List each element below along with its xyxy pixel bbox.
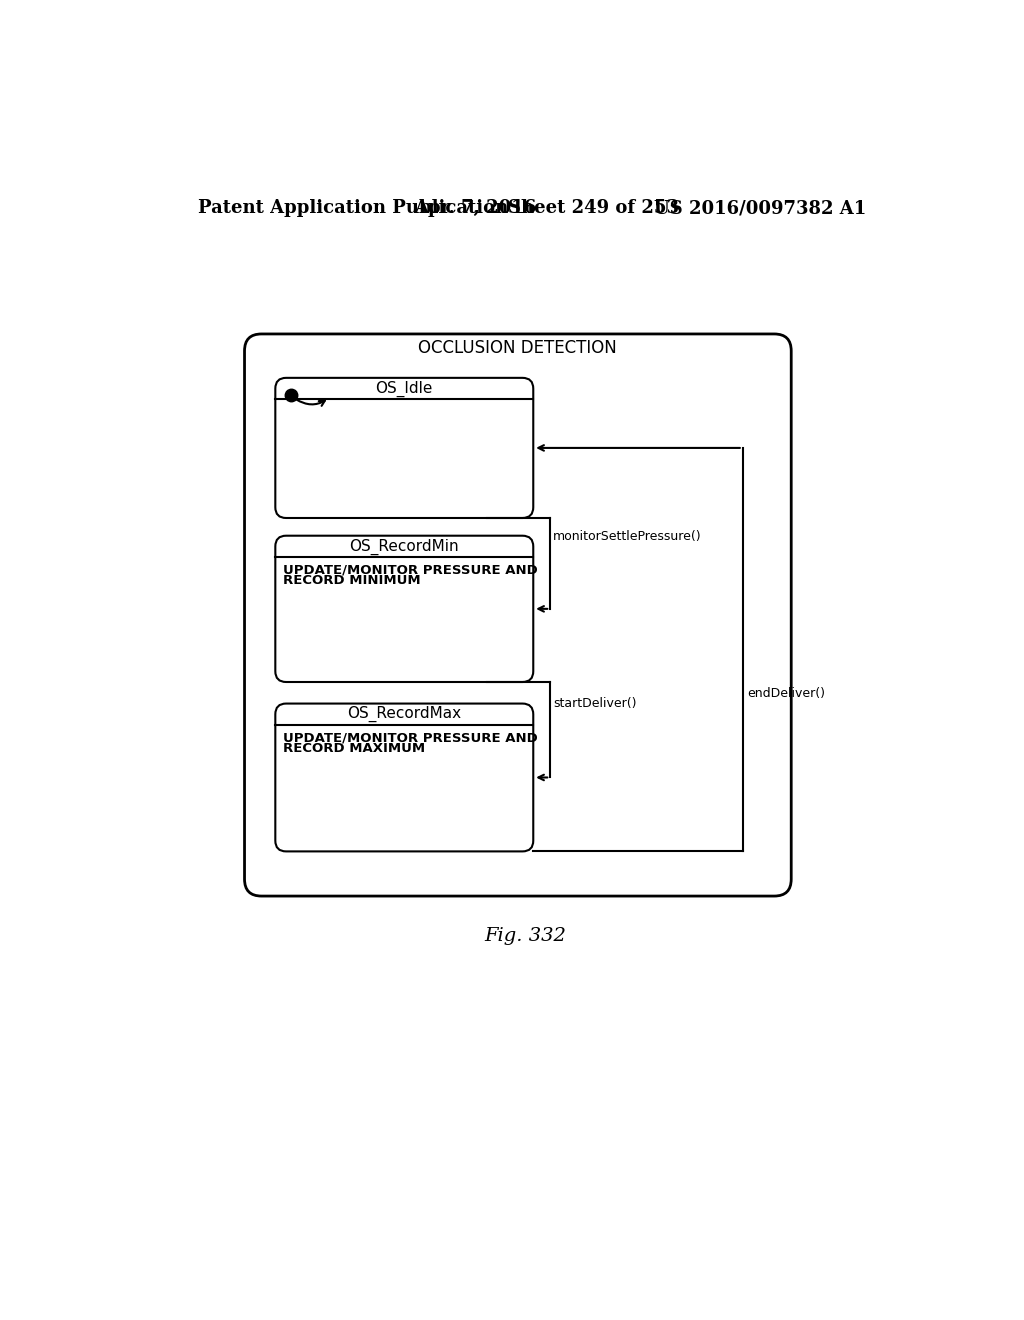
- Text: OS_RecordMin: OS_RecordMin: [349, 539, 459, 554]
- Text: OS_RecordMax: OS_RecordMax: [347, 706, 462, 722]
- Text: Apr. 7, 2016: Apr. 7, 2016: [414, 199, 537, 218]
- Text: endDeliver(): endDeliver(): [748, 686, 825, 700]
- Text: monitorSettlePressure(): monitorSettlePressure(): [553, 529, 701, 543]
- Text: Patent Application Publication: Patent Application Publication: [199, 199, 509, 218]
- Text: OCCLUSION DETECTION: OCCLUSION DETECTION: [419, 339, 617, 356]
- Text: US 2016/0097382 A1: US 2016/0097382 A1: [654, 199, 866, 218]
- FancyBboxPatch shape: [275, 536, 534, 682]
- FancyBboxPatch shape: [245, 334, 792, 896]
- FancyBboxPatch shape: [275, 378, 534, 517]
- Text: Fig. 332: Fig. 332: [484, 927, 565, 945]
- Text: RECORD MINIMUM: RECORD MINIMUM: [283, 574, 421, 587]
- FancyBboxPatch shape: [275, 704, 534, 851]
- Text: UPDATE/MONITOR PRESSURE AND: UPDATE/MONITOR PRESSURE AND: [283, 564, 538, 577]
- Text: UPDATE/MONITOR PRESSURE AND: UPDATE/MONITOR PRESSURE AND: [283, 731, 538, 744]
- Text: Sheet 249 of 253: Sheet 249 of 253: [508, 199, 679, 218]
- Text: RECORD MAXIMUM: RECORD MAXIMUM: [283, 742, 425, 755]
- Text: OS_Idle: OS_Idle: [376, 380, 433, 397]
- Text: startDeliver(): startDeliver(): [553, 697, 637, 710]
